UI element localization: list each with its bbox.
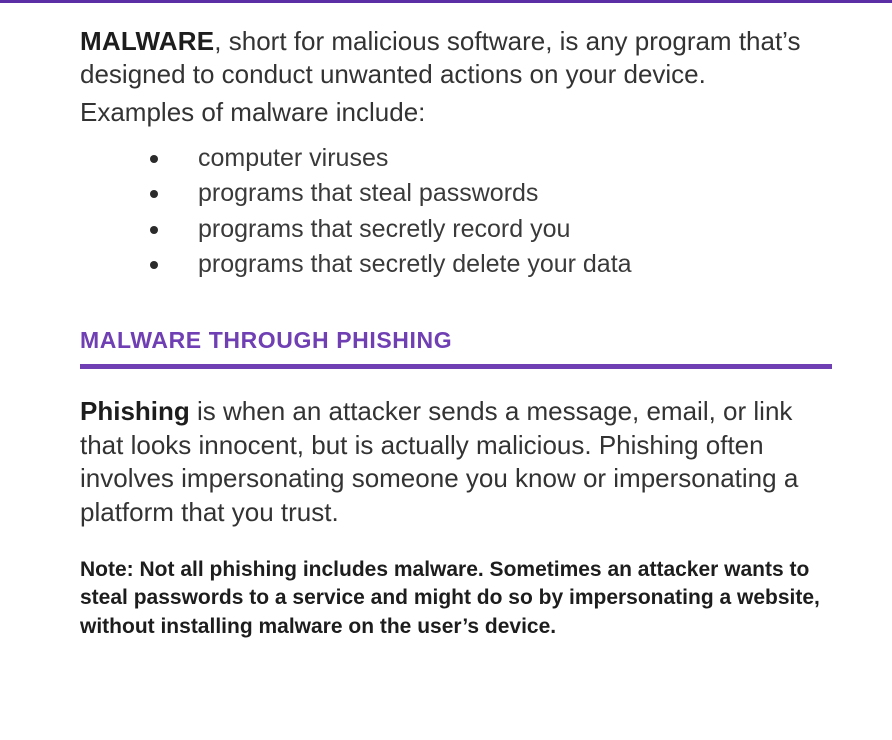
intro-paragraph: MALWARE, short for malicious software, i… — [80, 25, 832, 92]
phishing-lead-term: Phishing — [80, 396, 190, 426]
list-item: programs that secretly record you — [150, 212, 832, 248]
examples-list: computer viruses programs that steal pas… — [80, 141, 832, 283]
section-heading: MALWARE THROUGH PHISHING — [80, 327, 832, 354]
note-paragraph: Note: Not all phishing includes malware.… — [80, 556, 832, 641]
intro-lead-term: MALWARE — [80, 26, 214, 56]
list-item: computer viruses — [150, 141, 832, 177]
section-underline-rule — [80, 364, 832, 369]
phishing-paragraph: Phishing is when an attacker sends a mes… — [80, 395, 832, 530]
document-body: MALWARE, short for malicious software, i… — [0, 3, 892, 641]
list-item: programs that secretly delete your data — [150, 247, 832, 283]
list-item: programs that steal passwords — [150, 176, 832, 212]
examples-label: Examples of malware include: — [80, 96, 832, 129]
